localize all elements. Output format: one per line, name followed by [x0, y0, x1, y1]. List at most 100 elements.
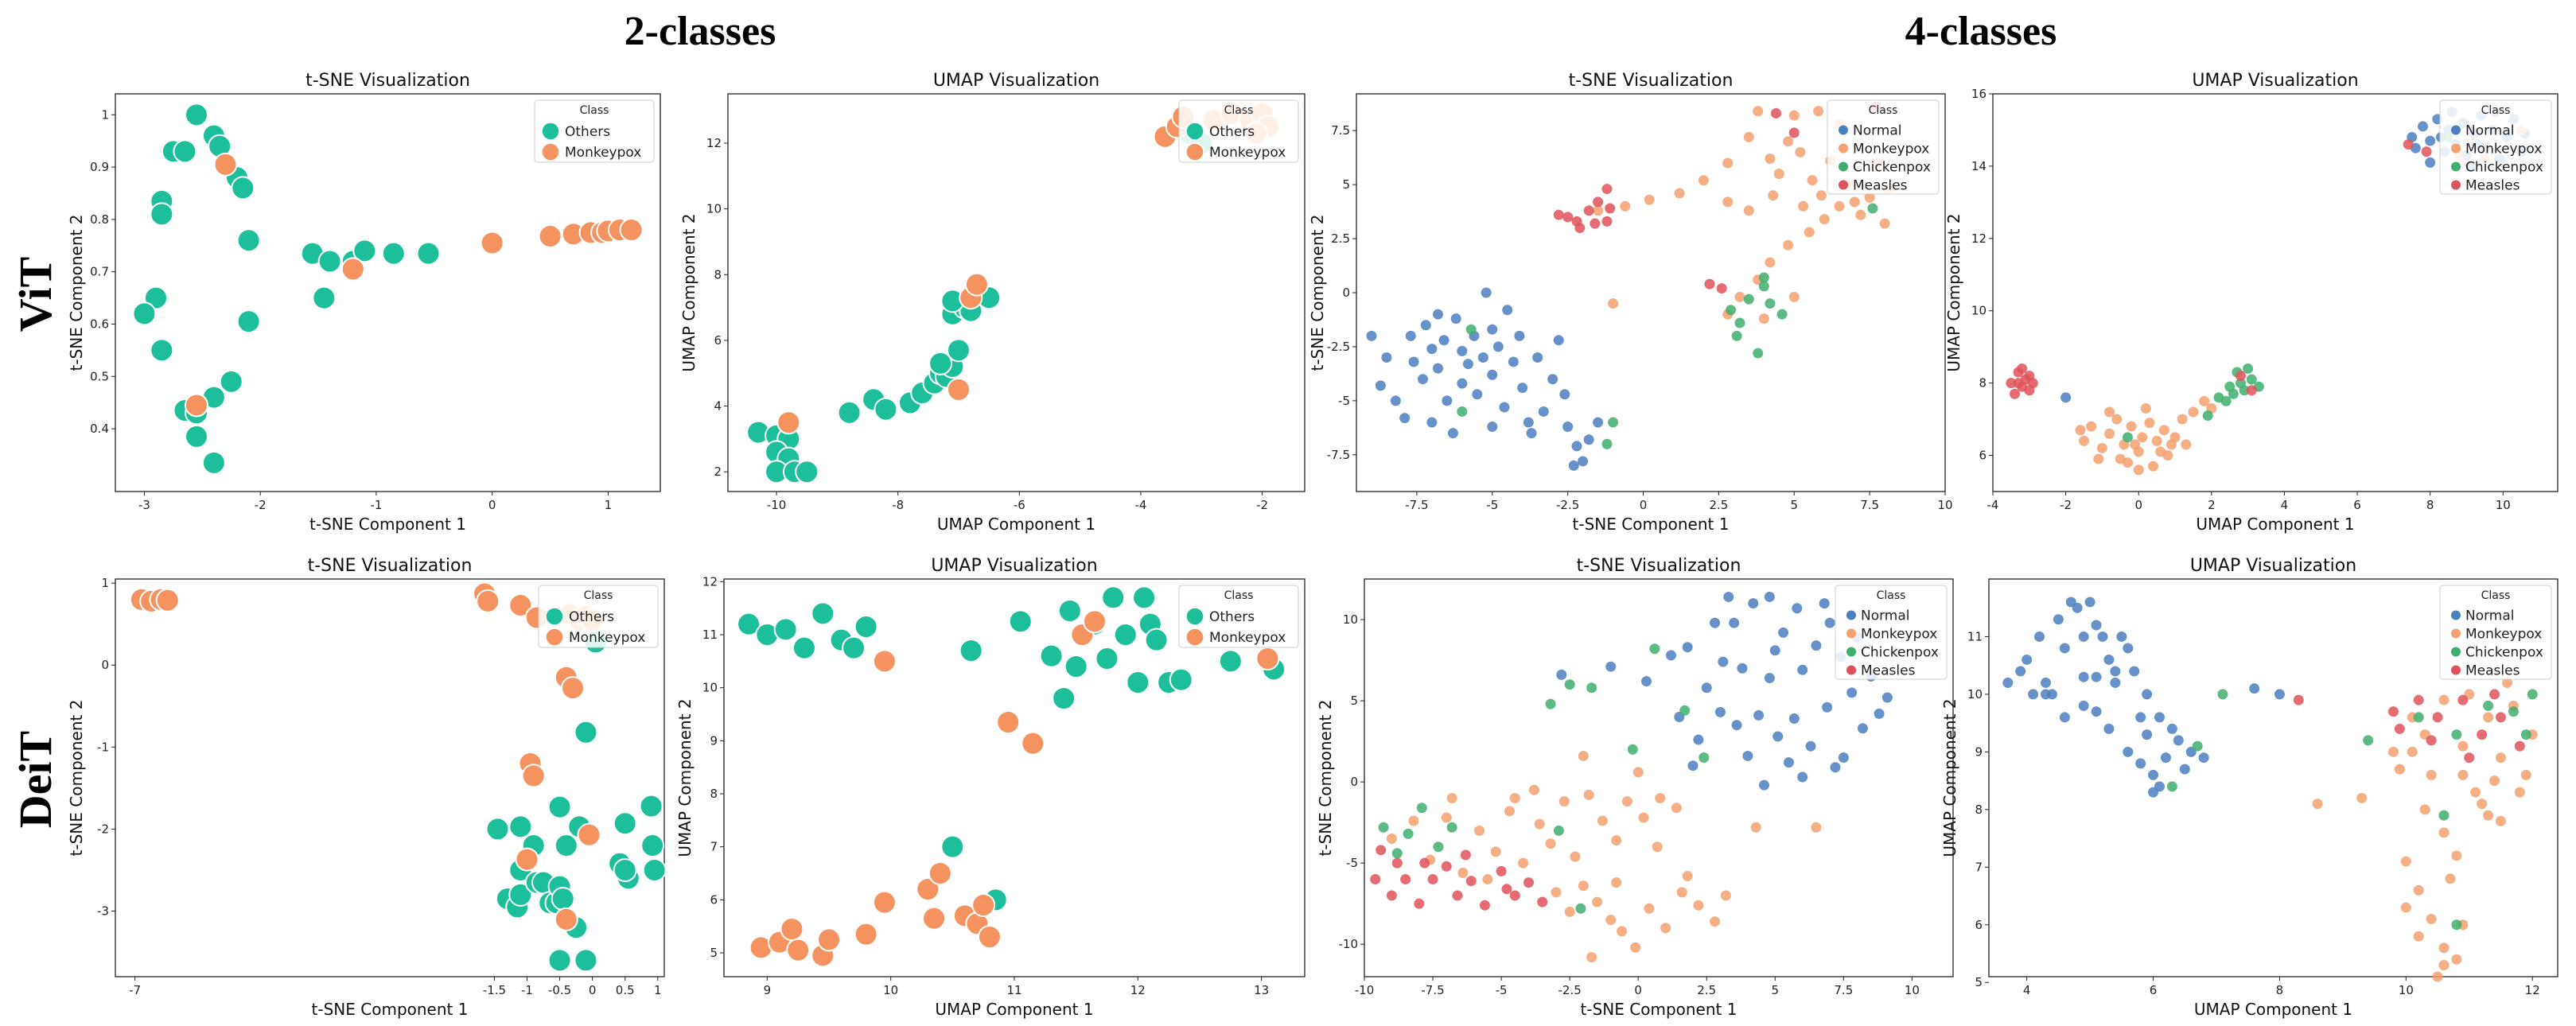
data-point: [1644, 903, 1655, 914]
y-tick-label: 8: [1979, 376, 1986, 391]
data-point: [2078, 671, 2089, 682]
legend-marker: [1839, 161, 1848, 172]
legend-marker: [2451, 143, 2461, 154]
data-point: [1487, 421, 1498, 432]
x-tick-label: 5: [1772, 983, 1780, 997]
x-axis-label: t-SNE Component 1: [1573, 515, 1730, 534]
x-tick-label: 1: [654, 983, 662, 997]
data-point: [2148, 461, 2159, 472]
data-point: [1649, 643, 1660, 655]
series-measles: [2293, 689, 2525, 764]
data-point: [2129, 666, 2140, 677]
x-axis-label: UMAP Component 1: [2196, 515, 2354, 534]
data-point: [1601, 184, 1613, 195]
data-point: [922, 906, 947, 931]
data-point: [1593, 196, 1604, 208]
x-tick-label: -2: [255, 498, 267, 512]
data-point: [2079, 435, 2090, 446]
vit-2-umap-panel: UMAP Visualization UMAP Component 1 UMAP C…: [679, 71, 1306, 534]
data-point: [2078, 700, 2089, 711]
data-point: [2135, 712, 2146, 723]
y-tick-label: 0: [1342, 286, 1350, 300]
legend-entry: Normal: [2465, 608, 2515, 624]
legend-marker: [1839, 180, 1848, 190]
data-point: [2142, 729, 2153, 740]
y-tick-label: 14: [1971, 159, 1986, 173]
deit-4-umap-panel: UMAP Visualization UMAP Component 1 UMAP C…: [1940, 556, 2558, 1019]
data-point: [2096, 442, 2107, 453]
legend-entry: Normal: [1853, 123, 1902, 139]
y-tick-label: 5: [1975, 975, 1983, 989]
data-point: [1169, 667, 1193, 692]
data-point: [2489, 775, 2500, 787]
data-point: [2457, 694, 2469, 705]
data-point: [1788, 291, 1800, 302]
y-axis-label: UMAP Component 2: [1940, 698, 1959, 857]
y-tick-label: 9: [1975, 744, 1983, 759]
data-point: [1768, 190, 1779, 201]
data-point: [1627, 744, 1638, 755]
data-point: [964, 272, 989, 297]
data-point: [2457, 769, 2469, 780]
legend: Class Normal Monkeypox Chickenpox Measles: [2439, 99, 2552, 195]
legend-marker: [1846, 628, 1856, 639]
data-point: [2166, 723, 2177, 734]
data-point: [1441, 861, 1452, 872]
data-point: [1857, 723, 1868, 734]
data-point: [1446, 822, 1457, 833]
data-point: [340, 257, 365, 282]
x-tick-label: 8: [2276, 983, 2284, 997]
data-point: [2126, 421, 2137, 432]
data-point: [2438, 960, 2450, 971]
y-tick-label: 5: [1342, 177, 1350, 192]
x-tick-label: -6: [1014, 498, 1025, 512]
y-tick-label: 0.8: [90, 212, 109, 227]
data-point: [2489, 689, 2500, 700]
chart-panels: t-SNE Visualization t-SNE Component 1 t-SN…: [67, 71, 2558, 1019]
data-point: [1593, 205, 1604, 216]
data-point: [2041, 677, 2051, 688]
data-point: [1366, 330, 1377, 341]
data-point: [2432, 712, 2443, 723]
y-tick-label: 8: [1975, 803, 1983, 817]
series-normal: [1366, 287, 1604, 471]
data-point: [1408, 815, 1419, 826]
chart-title: t-SNE Visualization: [1577, 556, 1741, 576]
data-point: [485, 817, 510, 841]
x-tick-label: 5: [1790, 498, 1798, 512]
data-point: [561, 676, 585, 701]
x-tick-label: -1: [521, 983, 533, 997]
data-point: [613, 811, 637, 836]
data-point: [1482, 874, 1493, 885]
legend-marker: [1839, 143, 1848, 154]
data-point: [538, 223, 562, 248]
data-point: [1447, 428, 1458, 439]
data-point: [2217, 689, 2228, 700]
data-point: [837, 400, 862, 425]
legend-entry: Others: [1209, 124, 1255, 140]
x-tick-label: -7: [129, 983, 141, 997]
data-point: [642, 857, 667, 882]
data-point: [2413, 694, 2424, 705]
data-point: [1526, 428, 1537, 439]
legend-entry: Normal: [1861, 608, 1910, 624]
x-tick-label: 0: [2134, 498, 2142, 512]
data-point: [2009, 388, 2020, 399]
data-point: [2097, 631, 2108, 642]
data-point: [773, 617, 798, 642]
legend-marker: [1185, 628, 1204, 647]
data-point: [2235, 378, 2246, 389]
data-point: [1427, 874, 1438, 885]
data-point: [2046, 689, 2057, 700]
data-point: [1811, 822, 1822, 833]
data-point: [1701, 682, 1712, 694]
legend-entry: Others: [1209, 609, 1255, 625]
data-point: [872, 890, 897, 915]
data-point: [1390, 395, 1401, 406]
data-point: [2015, 666, 2026, 677]
data-point: [1583, 205, 1594, 216]
data-point: [1605, 915, 1617, 926]
data-point: [1682, 642, 1693, 653]
data-point: [2246, 374, 2257, 385]
y-tick-label: 10: [702, 681, 718, 695]
